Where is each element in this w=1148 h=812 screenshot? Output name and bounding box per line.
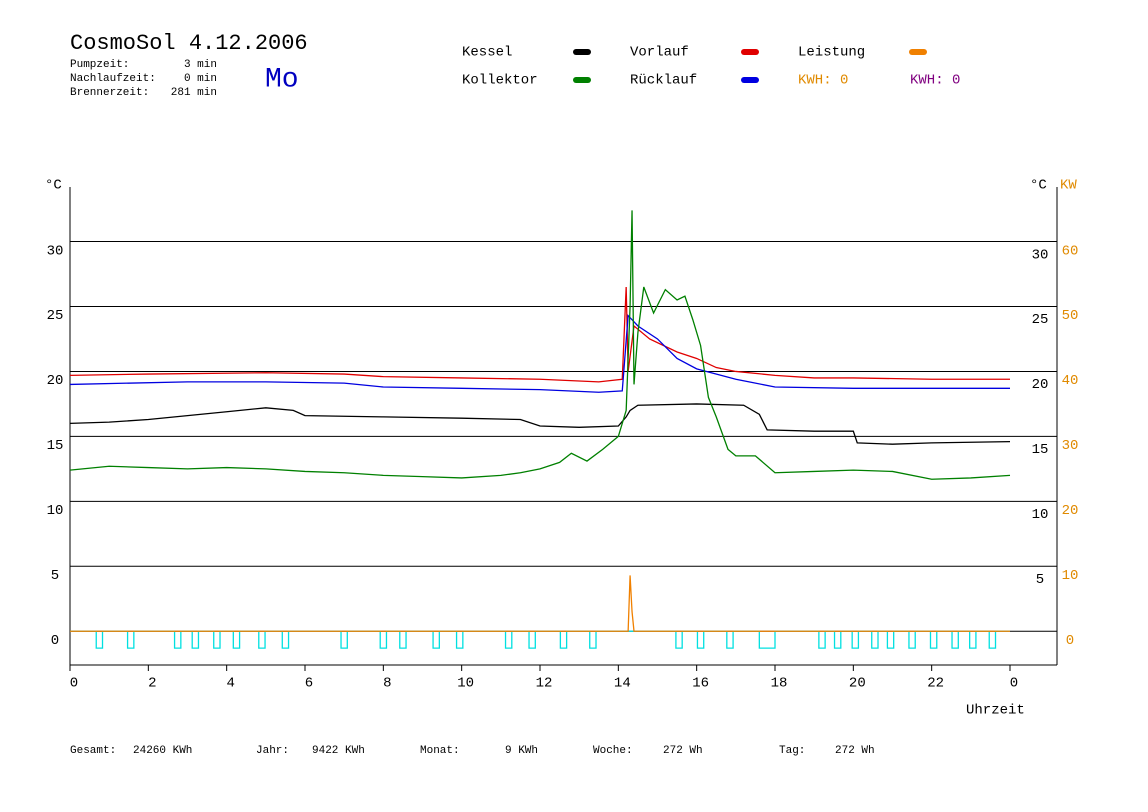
legend-label: Kollektor	[462, 73, 538, 89]
y-tick-label: 20	[47, 373, 64, 389]
y2-tick-label: 20	[1062, 503, 1079, 519]
y2-axis-label: KW	[1060, 178, 1077, 194]
y-tick-label-right: 20	[1032, 377, 1049, 393]
footer-value: 9422 KWh	[312, 745, 365, 757]
x-tick-label: 0	[1010, 676, 1018, 692]
series-line	[69, 210, 1011, 480]
x-tick-label: 12	[536, 676, 553, 692]
legend-label: Rücklauf	[630, 73, 697, 89]
series-line	[69, 314, 1010, 393]
x-tick-label: 18	[771, 676, 788, 692]
y-tick-label-right: 25	[1032, 312, 1049, 328]
y-tick-label-right: 5	[1036, 572, 1044, 588]
y-tick-label: 0	[51, 633, 59, 649]
y-tick-label: 10	[47, 503, 64, 519]
series-line	[69, 403, 1011, 445]
y-tick-label: 5	[51, 568, 59, 584]
day-label: Mo	[265, 64, 299, 95]
footer-value: 272 Wh	[663, 745, 703, 757]
y-tick-label-right: 10	[1032, 507, 1049, 523]
legend-label: Vorlauf	[630, 45, 689, 61]
footer-value: 9 KWh	[505, 745, 538, 757]
info-label: Brennerzeit:	[70, 87, 149, 99]
y2-tick-label: 40	[1062, 373, 1079, 389]
x-tick-label: 0	[70, 676, 78, 692]
y2-tick-label: 50	[1062, 308, 1079, 324]
x-tick-label: 4	[226, 676, 234, 692]
footer-label: Tag:	[779, 745, 805, 757]
series-line	[70, 575, 1010, 632]
y2-tick-label: 60	[1062, 243, 1079, 259]
y-tick-label-right: 30	[1032, 247, 1049, 263]
footer-value: 272 Wh	[835, 745, 875, 757]
y2-tick-label: 0	[1066, 633, 1074, 649]
y-tick-label: 15	[47, 438, 64, 454]
footer-label: Monat:	[420, 745, 460, 757]
legend-label: Leistung	[798, 45, 865, 61]
info-value: 3 min	[184, 59, 217, 71]
x-tick-label: 2	[148, 676, 156, 692]
y-axis-label-right: °C	[1030, 178, 1047, 194]
footer-label: Gesamt:	[70, 745, 116, 757]
footer-label: Woche:	[593, 745, 633, 757]
x-axis-label: Uhrzeit	[966, 703, 1025, 719]
info-label: Nachlaufzeit:	[70, 73, 156, 85]
y2-tick-label: 30	[1062, 438, 1079, 454]
x-tick-label: 14	[614, 676, 631, 692]
info-value: 281 min	[171, 87, 217, 99]
y-tick-label: 30	[47, 243, 64, 259]
chart-title: CosmoSol 4.12.2006	[70, 31, 308, 56]
y-tick-label: 25	[47, 308, 64, 324]
kwh-label: KWH: 0	[798, 73, 848, 89]
series-line	[69, 286, 1010, 383]
series-line	[70, 630, 1010, 649]
info-value: 0 min	[184, 73, 217, 85]
kwh-label: KWH: 0	[910, 73, 960, 89]
x-tick-label: 8	[383, 676, 391, 692]
x-tick-label: 6	[305, 676, 313, 692]
x-tick-label: 22	[927, 676, 944, 692]
y2-tick-label: 10	[1062, 568, 1079, 584]
footer-label: Jahr:	[256, 745, 289, 757]
info-label: Pumpzeit:	[70, 59, 129, 71]
x-tick-label: 10	[457, 676, 474, 692]
legend-label: Kessel	[462, 45, 512, 61]
x-tick-label: 16	[692, 676, 709, 692]
footer-value: 24260 KWh	[133, 745, 192, 757]
x-tick-label: 20	[849, 676, 866, 692]
y-tick-label-right: 15	[1032, 442, 1049, 458]
y-axis-label: °C	[45, 178, 62, 194]
